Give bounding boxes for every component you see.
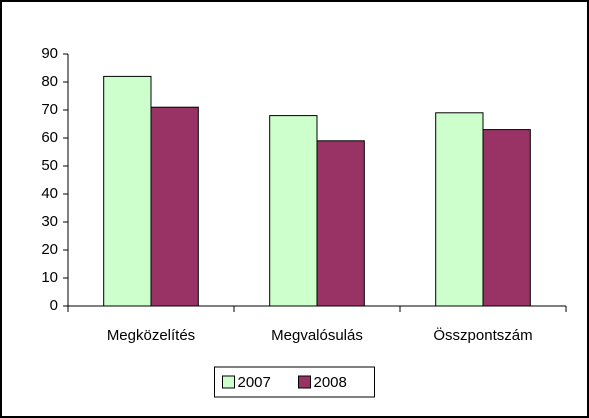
legend-label: 2008 [314, 374, 347, 391]
legend-swatch [222, 375, 235, 389]
x-tick-label: Megvalósulás [271, 327, 363, 344]
legend-swatch [298, 375, 311, 389]
y-tick-label: 40 [41, 185, 58, 202]
x-tick-label: Összpontszám [433, 326, 532, 344]
y-tick-label: 50 [41, 157, 58, 174]
y-tick-label: 30 [41, 213, 58, 230]
y-tick-label: 10 [41, 269, 58, 286]
y-tick-label: 70 [41, 101, 58, 118]
y-tick-label: 20 [41, 241, 58, 258]
bar [435, 112, 484, 307]
bar [150, 106, 199, 307]
legend-label: 2007 [238, 374, 271, 391]
bar [103, 75, 152, 307]
y-tick-label: 80 [41, 73, 58, 90]
bar [482, 129, 531, 307]
x-tick-label: Megközelítés [107, 327, 195, 344]
y-tick-label: 60 [41, 129, 58, 146]
legend-box [214, 366, 375, 398]
y-tick-label: 90 [41, 45, 58, 62]
bar [316, 140, 365, 307]
bar [269, 115, 318, 307]
y-tick-label: 0 [50, 297, 58, 314]
